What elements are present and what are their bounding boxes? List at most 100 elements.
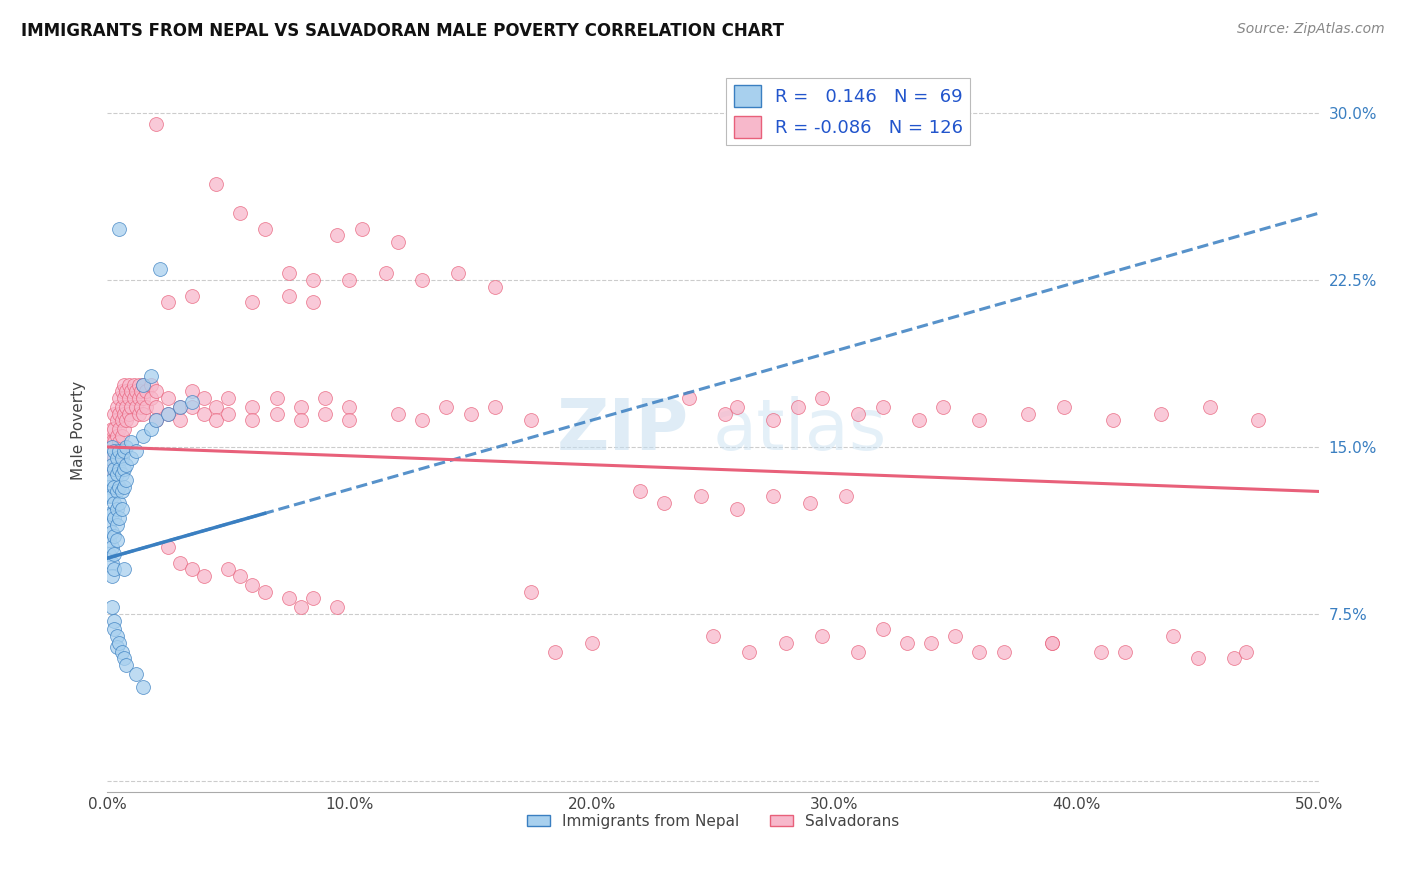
Point xyxy=(98,451,121,466)
Point xyxy=(290,600,312,615)
Point xyxy=(135,384,157,399)
Point xyxy=(242,400,264,414)
Point xyxy=(314,391,336,405)
Point xyxy=(811,391,834,405)
Point xyxy=(132,377,155,392)
Point xyxy=(193,407,215,421)
Point xyxy=(139,377,162,392)
Point xyxy=(110,451,132,466)
Point xyxy=(110,413,132,427)
Point xyxy=(302,295,325,310)
Point xyxy=(374,266,396,280)
Point xyxy=(1163,629,1185,643)
Point xyxy=(98,467,121,481)
Point xyxy=(105,413,128,427)
Point xyxy=(932,400,955,414)
Point xyxy=(725,400,748,414)
Point xyxy=(1090,645,1112,659)
Point xyxy=(290,400,312,414)
Point xyxy=(169,556,191,570)
Point xyxy=(110,484,132,499)
Point xyxy=(118,391,141,405)
Point xyxy=(110,400,132,414)
Point xyxy=(98,489,121,503)
Point xyxy=(108,451,131,466)
Point xyxy=(872,400,894,414)
Point xyxy=(132,407,155,421)
Point xyxy=(678,391,700,405)
Point xyxy=(132,391,155,405)
Point xyxy=(115,473,138,487)
Point xyxy=(105,533,128,548)
Point xyxy=(98,458,121,472)
Text: ZIP: ZIP xyxy=(557,396,689,465)
Point xyxy=(169,400,191,414)
Point xyxy=(120,435,142,450)
Point xyxy=(101,507,124,521)
Point xyxy=(277,288,299,302)
Point xyxy=(145,117,167,131)
Point xyxy=(120,413,142,427)
Point xyxy=(145,384,167,399)
Point xyxy=(520,413,543,427)
Point xyxy=(1017,407,1039,421)
Point xyxy=(108,495,131,509)
Point xyxy=(180,562,202,576)
Point xyxy=(993,645,1015,659)
Point xyxy=(108,444,131,458)
Point xyxy=(128,391,150,405)
Point xyxy=(1187,651,1209,665)
Point xyxy=(108,511,131,525)
Point xyxy=(112,480,135,494)
Point xyxy=(1040,636,1063,650)
Point xyxy=(103,435,125,450)
Point xyxy=(156,295,179,310)
Point xyxy=(105,629,128,643)
Point xyxy=(725,502,748,516)
Point xyxy=(738,645,761,659)
Point xyxy=(105,484,128,499)
Point xyxy=(120,451,142,466)
Point xyxy=(112,407,135,421)
Point xyxy=(125,384,148,399)
Point xyxy=(105,451,128,466)
Point xyxy=(103,462,125,476)
Point xyxy=(108,221,131,235)
Point xyxy=(908,413,931,427)
Point xyxy=(169,400,191,414)
Point xyxy=(205,413,228,427)
Point xyxy=(98,517,121,532)
Point xyxy=(115,400,138,414)
Point xyxy=(1234,645,1257,659)
Point xyxy=(242,578,264,592)
Point xyxy=(205,178,228,192)
Point xyxy=(105,400,128,414)
Point xyxy=(101,458,124,472)
Point xyxy=(103,462,125,476)
Point xyxy=(98,533,121,548)
Point xyxy=(314,407,336,421)
Point xyxy=(339,413,361,427)
Point xyxy=(118,407,141,421)
Point xyxy=(290,413,312,427)
Point xyxy=(205,400,228,414)
Point xyxy=(103,562,125,576)
Point xyxy=(125,667,148,681)
Point xyxy=(1114,645,1136,659)
Point xyxy=(846,407,869,421)
Point xyxy=(132,377,155,392)
Point xyxy=(105,444,128,458)
Point xyxy=(110,467,132,481)
Point xyxy=(339,273,361,287)
Point xyxy=(101,556,124,570)
Point xyxy=(714,407,737,421)
Point xyxy=(156,407,179,421)
Point xyxy=(1101,413,1123,427)
Point xyxy=(326,228,349,243)
Point xyxy=(762,413,785,427)
Point xyxy=(156,540,179,554)
Point xyxy=(115,440,138,454)
Point xyxy=(110,502,132,516)
Point xyxy=(484,279,506,293)
Point xyxy=(544,645,567,659)
